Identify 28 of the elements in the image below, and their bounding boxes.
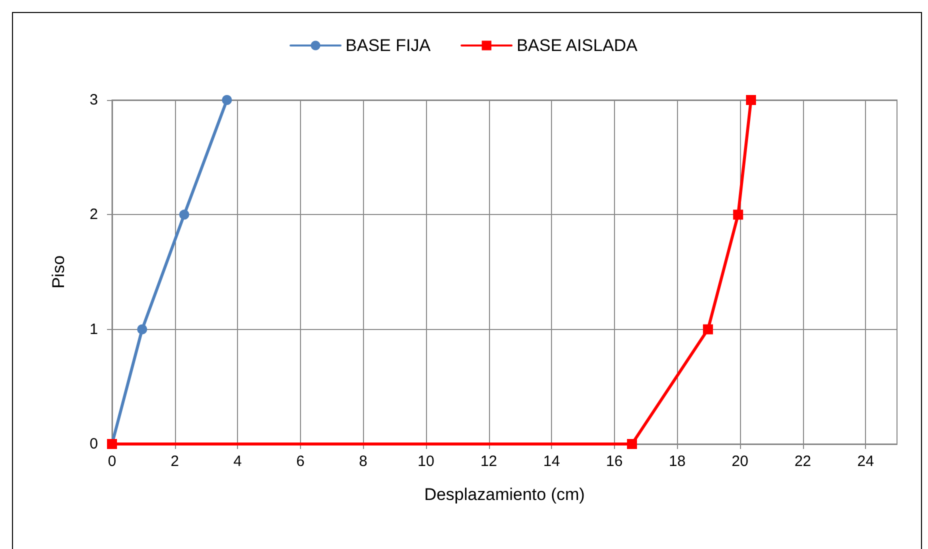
x-tick-label: 24 [857, 453, 874, 470]
x-tick-label: 10 [418, 453, 434, 470]
point [137, 324, 148, 334]
y-tick-label: 0 [90, 436, 98, 452]
y-axis-title: Piso [49, 255, 68, 289]
y-tick-label: 2 [90, 206, 98, 224]
y-tick-label: 3 [90, 92, 98, 108]
legend-label: BASE AISLADA [516, 36, 638, 55]
x-tick-label: 8 [359, 453, 368, 470]
y-tick-label: 1 [90, 320, 98, 338]
x-tick-label: 20 [732, 453, 748, 470]
point [702, 324, 713, 334]
x-tick-label: 0 [108, 453, 116, 470]
point [222, 95, 232, 105]
x-tick-label: 22 [794, 453, 812, 470]
x-tick-label: 12 [480, 453, 498, 470]
x-tick-label: 14 [543, 453, 560, 470]
point [746, 95, 756, 105]
x-tick-label: 16 [606, 453, 623, 470]
point [626, 439, 637, 449]
x-tick-label: 2 [170, 453, 179, 470]
point [179, 210, 190, 220]
x-tick-label: 6 [296, 453, 305, 470]
legend-label: BASE FIJA [346, 36, 432, 55]
x-tick-label: 18 [668, 453, 686, 470]
point [733, 210, 744, 220]
x-tick-label: 4 [233, 453, 242, 470]
x-axis-title: Desplazamiento (cm) [424, 485, 585, 504]
